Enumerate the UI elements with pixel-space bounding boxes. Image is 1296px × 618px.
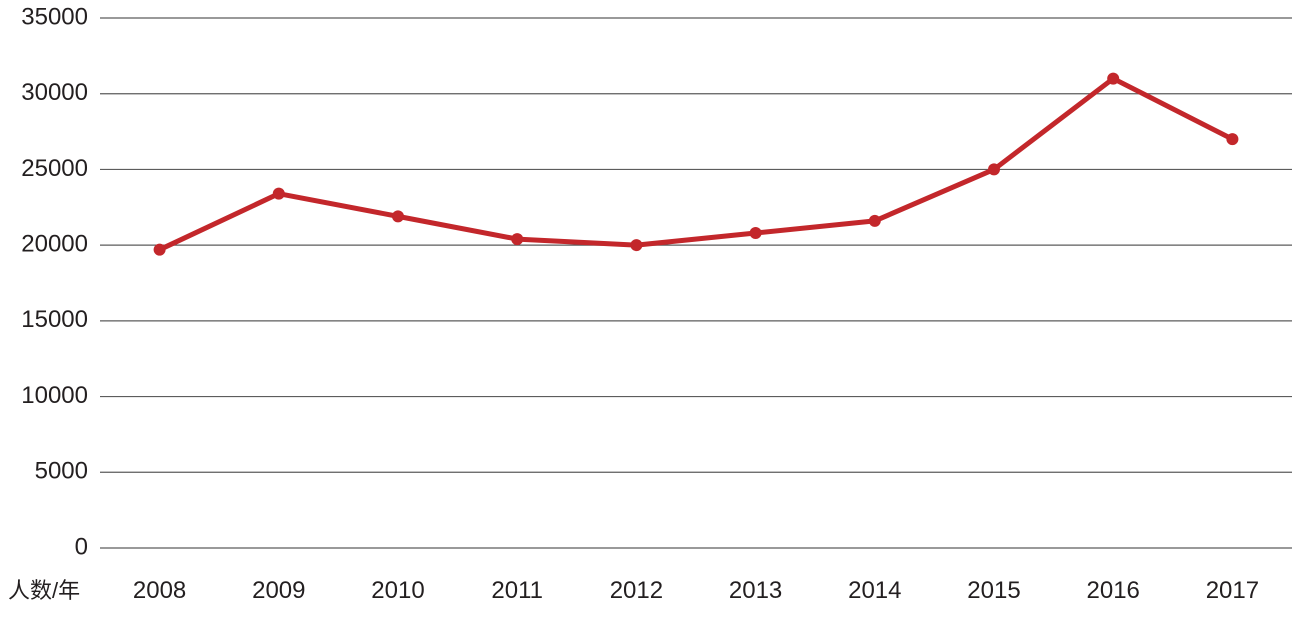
y-tick-label: 0 xyxy=(75,533,88,560)
x-tick-label: 2009 xyxy=(252,577,305,604)
x-tick-label: 2014 xyxy=(848,577,901,604)
y-tick-label: 20000 xyxy=(21,230,88,257)
x-tick-label: 2015 xyxy=(967,577,1020,604)
y-tick-label: 5000 xyxy=(35,458,88,485)
x-tick-label: 2011 xyxy=(491,577,543,604)
y-tick-label: 25000 xyxy=(21,155,88,182)
data-point xyxy=(750,227,762,239)
x-tick-label: 2012 xyxy=(610,577,663,604)
data-point xyxy=(1226,133,1238,145)
data-point xyxy=(988,163,1000,175)
data-point xyxy=(273,188,285,200)
x-axis-title: 人数/年 xyxy=(8,578,80,603)
x-tick-label: 2008 xyxy=(133,577,186,604)
data-point xyxy=(392,210,404,222)
data-point xyxy=(511,233,523,245)
y-tick-label: 10000 xyxy=(21,382,88,409)
data-point xyxy=(630,239,642,251)
x-tick-label: 2013 xyxy=(729,577,782,604)
data-point xyxy=(1107,73,1119,85)
y-tick-label: 35000 xyxy=(21,3,88,30)
x-tick-label: 2016 xyxy=(1087,577,1140,604)
data-point xyxy=(869,215,881,227)
y-tick-label: 15000 xyxy=(21,306,88,333)
data-point xyxy=(154,244,166,256)
x-tick-label: 2017 xyxy=(1206,577,1259,604)
y-tick-label: 30000 xyxy=(21,79,88,106)
line-chart: 0 5000 10000 15000 20000 25000 30000 35000 2008 2… xyxy=(0,0,1296,618)
x-tick-label: 2010 xyxy=(371,577,424,604)
chart-background xyxy=(0,0,1296,618)
